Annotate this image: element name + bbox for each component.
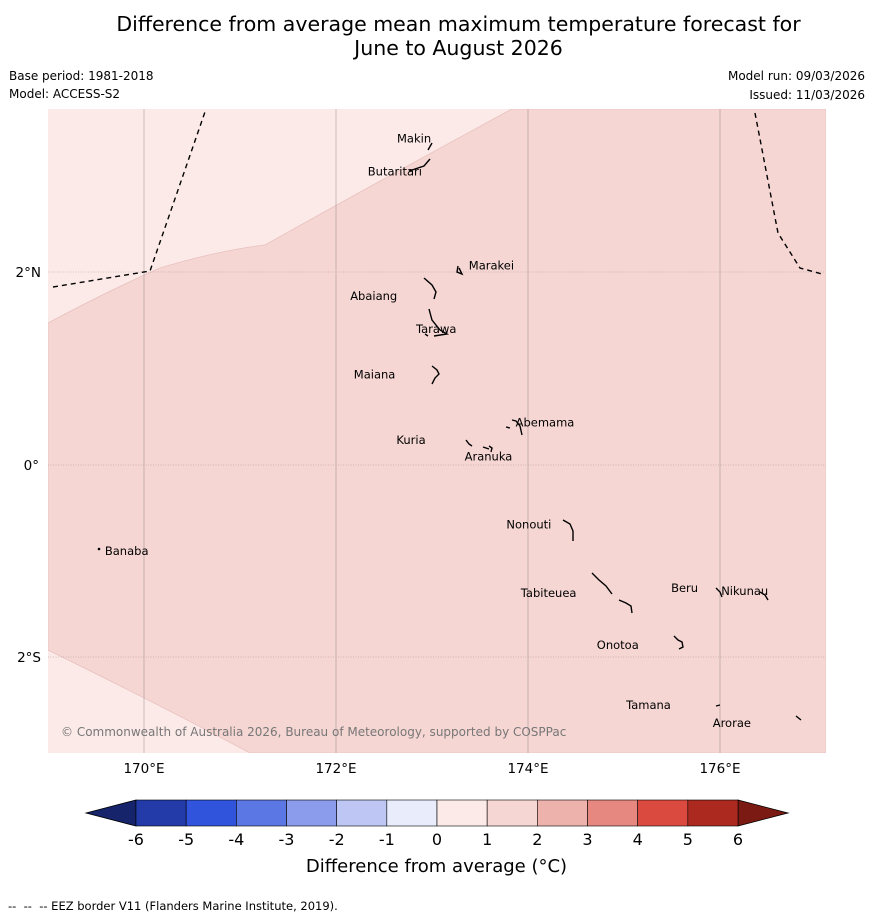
colorbar-label: Difference from average (°C) bbox=[305, 856, 568, 877]
colorbar-tick-label: -4 bbox=[228, 830, 244, 849]
longitude-labels: 170°E 172°E 174°E 176°E bbox=[123, 761, 740, 777]
colorbar-segment bbox=[537, 799, 588, 827]
lat-label-2s: 2°S bbox=[17, 650, 41, 666]
copyright-notice: © Commonwealth of Australia 2026, Bureau… bbox=[61, 725, 566, 739]
atoll-makin bbox=[427, 142, 433, 151]
colorbar-tick-label: 2 bbox=[532, 830, 542, 849]
colorbar-segment bbox=[486, 799, 538, 827]
place-label-nikunau: Nikunau bbox=[721, 584, 768, 598]
atoll-kuria bbox=[465, 439, 473, 447]
atoll-aranuka bbox=[482, 445, 493, 453]
latitude-labels: 2°N 0° 2°S bbox=[16, 265, 41, 666]
atoll-tabiteuea bbox=[591, 572, 633, 614]
eez-borders bbox=[52, 108, 823, 288]
graticule bbox=[48, 109, 826, 753]
atoll-outlines bbox=[97, 142, 802, 721]
island-banaba bbox=[97, 547, 101, 551]
model-run: Model run: 09/03/2026 bbox=[727, 69, 865, 83]
atoll-nikunau bbox=[759, 591, 769, 601]
eez-border-note: -- -- -- EEZ border V11 (Flanders Marine… bbox=[8, 899, 338, 913]
place-label-aranuka: Aranuka bbox=[465, 450, 513, 464]
place-label-tamana: Tamana bbox=[625, 698, 671, 712]
place-label-beru: Beru bbox=[671, 581, 698, 595]
map-title: Difference from average mean maximum tem… bbox=[0, 12, 873, 60]
atoll-marakei bbox=[456, 265, 464, 276]
colorbar-segment bbox=[587, 799, 638, 827]
lat-label-2n: 2°N bbox=[16, 265, 41, 281]
colorbar-tick-label: 0 bbox=[432, 830, 442, 849]
colorbar-tick-label: -2 bbox=[329, 830, 345, 849]
colorbar-segment bbox=[436, 799, 488, 827]
colorbar-tick-label: -6 bbox=[128, 830, 144, 849]
place-label-banaba: Banaba bbox=[105, 544, 149, 558]
colorbar-tick-label: 1 bbox=[482, 830, 492, 849]
title-line-2: June to August 2026 bbox=[354, 36, 563, 60]
title-line-1: Difference from average mean maximum tem… bbox=[116, 12, 801, 36]
colorbar-segment bbox=[336, 799, 388, 827]
atoll-nonouti bbox=[562, 519, 574, 541]
atoll-maiana bbox=[431, 365, 440, 385]
colorbar-segment bbox=[135, 799, 187, 827]
colorbar-segment bbox=[236, 799, 287, 827]
atoll-abemama bbox=[505, 419, 523, 436]
place-label-maiana: Maiana bbox=[354, 367, 396, 381]
atoll-arorae bbox=[795, 715, 802, 721]
atoll-abaiang bbox=[423, 277, 437, 300]
place-label-onotoa: Onotoa bbox=[597, 638, 639, 652]
colorbar-tick-label: -5 bbox=[178, 830, 194, 849]
colorbar-segment bbox=[637, 799, 689, 827]
place-label-tabiteuea: Tabiteuea bbox=[520, 586, 577, 600]
anomaly-region-1-to-2 bbox=[48, 109, 826, 753]
issued-date: Issued: 11/03/2026 bbox=[749, 88, 865, 102]
lon-label-176e: 176°E bbox=[699, 761, 740, 777]
colorbar-tick-label: -3 bbox=[279, 830, 295, 849]
colorbar: -6 -5 -4 -3 -2 -1 0 1 2 3 4 5 6 bbox=[84, 799, 790, 849]
place-label-arorae: Arorae bbox=[713, 716, 751, 730]
colorbar-tick-label: 6 bbox=[733, 830, 743, 849]
colorbar-tick-label: 5 bbox=[683, 830, 693, 849]
atoll-tarawa bbox=[424, 308, 450, 337]
colorbar-segment bbox=[386, 799, 438, 827]
place-label-abaiang: Abaiang bbox=[350, 289, 397, 303]
atoll-butaritari bbox=[408, 158, 431, 172]
atoll-beru bbox=[715, 587, 723, 598]
place-labels: Makin Butaritari Marakei Abaiang Tarawa Maian… bbox=[105, 131, 768, 730]
place-label-marakei: Marakei bbox=[469, 258, 514, 272]
place-label-butaritari: Butaritari bbox=[368, 164, 422, 178]
place-label-kuria: Kuria bbox=[396, 433, 425, 447]
lon-label-170e: 170°E bbox=[123, 761, 164, 777]
colorbar-segment bbox=[185, 799, 237, 827]
forecast-fill-layer bbox=[48, 109, 826, 753]
place-label-abemama: Abemama bbox=[516, 416, 575, 430]
eez-border-east bbox=[754, 112, 823, 275]
model-name: Model: ACCESS-S2 bbox=[9, 87, 121, 101]
colorbar-over-arrow bbox=[737, 799, 790, 827]
place-label-makin: Makin bbox=[397, 131, 431, 145]
colorbar-under-arrow bbox=[84, 799, 137, 827]
lat-label-0: 0° bbox=[24, 458, 39, 474]
place-label-nonouti: Nonouti bbox=[506, 518, 551, 532]
colorbar-segment bbox=[687, 799, 739, 827]
colorbar-tick-label: 3 bbox=[582, 830, 592, 849]
lon-label-172e: 172°E bbox=[315, 761, 356, 777]
place-label-tarawa: Tarawa bbox=[415, 322, 456, 336]
lon-label-174e: 174°E bbox=[507, 761, 548, 777]
base-period: Base period: 1981-2018 bbox=[9, 69, 154, 83]
colorbar-tick-label: -1 bbox=[379, 830, 395, 849]
colorbar-segment bbox=[286, 799, 337, 827]
colorbar-tick-label: 4 bbox=[633, 830, 643, 849]
atoll-tamana bbox=[715, 704, 721, 707]
atoll-onotoa bbox=[673, 635, 684, 650]
